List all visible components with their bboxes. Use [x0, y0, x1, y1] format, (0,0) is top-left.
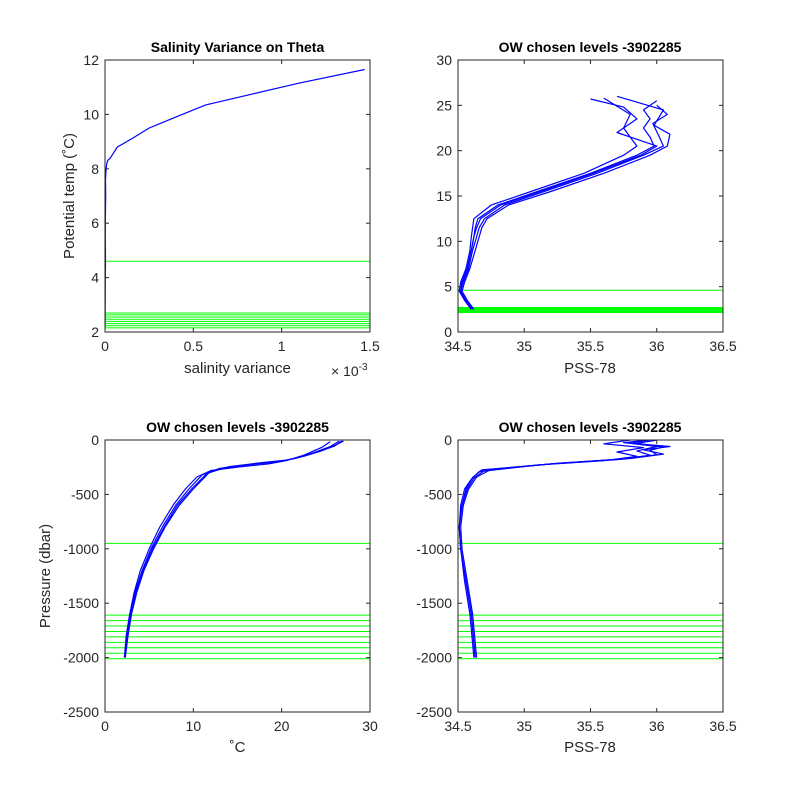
x-tick-label: 36.5: [709, 338, 736, 354]
x-tick-label: 34.5: [444, 338, 471, 354]
profile-line: [458, 97, 638, 310]
y-tick-label: 2: [91, 324, 99, 340]
y-tick-label: -500: [71, 486, 99, 502]
y-tick-label: 0: [91, 432, 99, 448]
x-tick-label: 1: [278, 338, 286, 354]
y-tick-label: 6: [91, 215, 99, 231]
panel-temp-pressure: OW chosen levels -3902285 ˚C Pressure (d…: [37, 419, 329, 756]
y-tick-label: -500: [424, 486, 452, 502]
panel-salinity-variance: Salinity Variance on Theta salinity vari…: [61, 39, 368, 379]
y-tick-label: -1500: [416, 595, 452, 611]
x-tick-label: 35: [516, 338, 532, 354]
x-tick-label: 0: [101, 338, 109, 354]
y-tick-label: 10: [83, 106, 99, 122]
panel-title: Salinity Variance on Theta: [151, 39, 325, 55]
y-tick-label: 0: [444, 432, 452, 448]
y-axis-label: Potential temp (˚C): [61, 133, 78, 259]
x-tick-label: 36.5: [709, 718, 736, 734]
y-tick-label: 15: [436, 188, 452, 204]
x-tick-label: 35: [516, 718, 532, 734]
profile-line: [124, 440, 343, 658]
y-tick-label: 10: [436, 233, 452, 249]
y-tick-label: 20: [436, 143, 452, 159]
y-tick-label: -1000: [416, 541, 452, 557]
y-tick-label: -1000: [63, 541, 99, 557]
x-tick-label: 0.5: [184, 338, 204, 354]
axes-background: [105, 440, 370, 712]
axes-background: [458, 60, 723, 332]
x-tick-label: 35.5: [577, 718, 604, 734]
panel-salinity-theta: OW chosen levels -3902285 PSS-78: [499, 39, 682, 377]
axes-box: [104, 439, 371, 713]
y-tick-label: -2000: [63, 650, 99, 666]
y-tick-label: 25: [436, 97, 452, 113]
axes-box: [104, 59, 371, 333]
panel-salinity-pressure: OW chosen levels -3902285 PSS-78: [499, 419, 682, 756]
profile-line: [458, 439, 665, 658]
x-tick-label: 30: [362, 718, 378, 734]
y-tick-label: -2500: [416, 704, 452, 720]
profile-line: [460, 98, 658, 310]
x-tick-label: 20: [274, 718, 290, 734]
panel-title: OW chosen levels -3902285: [146, 419, 329, 435]
x-axis-label: ˚C: [230, 739, 246, 756]
y-tick-label: 30: [436, 52, 452, 68]
x-axis-label: PSS-78: [564, 360, 616, 377]
plot-area: 0 10 20 30 -2500 -2000 -1500 -1000 -500 0: [63, 432, 378, 734]
x-tick-label: 36: [649, 338, 665, 354]
panel-title: OW chosen levels -3902285: [499, 419, 682, 435]
y-tick-label: -2500: [63, 704, 99, 720]
x-tick-label: 36: [649, 718, 665, 734]
profile-line: [460, 104, 668, 310]
y-tick-label: 12: [83, 52, 99, 68]
x-tick-label: 10: [186, 718, 202, 734]
plot-area: 0 0.5 1 1.5 2 4 6 8 10 12: [83, 52, 380, 354]
x-exponent-label: × 10-3: [331, 362, 368, 379]
x-tick-label: 0: [101, 718, 109, 734]
x-axis-label: PSS-78: [564, 739, 616, 756]
plot-area: 34.5 35 35.5 36 36.5 0 5 10 15 20 25 30: [436, 52, 736, 354]
x-tick-label: 35.5: [577, 338, 604, 354]
y-tick-label: 5: [444, 279, 452, 295]
panel-title: OW chosen levels -3902285: [499, 39, 682, 55]
y-tick-label: 0: [444, 324, 452, 340]
y-axis-label: Pressure (dbar): [37, 524, 54, 628]
axes-background: [105, 60, 370, 332]
x-tick-label: 34.5: [444, 718, 471, 734]
y-tick-label: 8: [91, 161, 99, 177]
profile-line: [461, 95, 671, 310]
x-tick-label: 1.5: [360, 338, 380, 354]
y-tick-label: 4: [91, 270, 99, 286]
plot-area: 34.5 35 35.5 36 36.5 -2500 -2000 -1500 -1000 -500…: [416, 432, 737, 734]
y-tick-label: -2000: [416, 650, 452, 666]
y-tick-label: -1500: [63, 595, 99, 611]
axes-background: [458, 440, 723, 712]
x-axis-label: salinity variance: [184, 360, 291, 377]
